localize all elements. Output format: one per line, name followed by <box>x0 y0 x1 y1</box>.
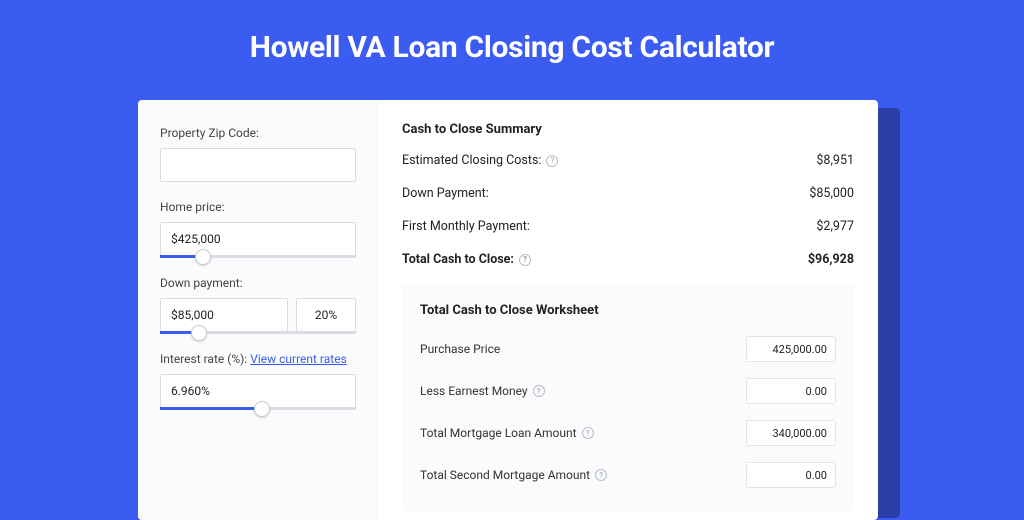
summary-total-label: Total Cash to Close: <box>402 252 514 267</box>
home-price-input[interactable] <box>160 222 356 256</box>
summary-row: Estimated Closing Costs: ? $8,951 <box>402 153 854 168</box>
summary-label: Down Payment: <box>402 186 489 201</box>
worksheet-row: Total Mortgage Loan Amount ? <box>420 420 836 446</box>
slider-thumb[interactable] <box>191 325 207 341</box>
down-payment-label: Down payment: <box>160 276 356 290</box>
page-title: Howell VA Loan Closing Cost Calculator <box>0 0 1024 89</box>
worksheet-row: Less Earnest Money ? <box>420 378 836 404</box>
interest-rate-label-text: Interest rate (%): <box>160 352 250 366</box>
summary-total-value: $96,928 <box>808 252 854 267</box>
down-payment-slider[interactable] <box>160 331 356 334</box>
summary-value: $8,951 <box>816 153 854 168</box>
worksheet-label: Less Earnest Money <box>420 384 528 398</box>
help-icon[interactable]: ? <box>595 469 607 481</box>
worksheet-row: Purchase Price <box>420 336 836 362</box>
down-payment-pct-input[interactable] <box>296 298 356 332</box>
worksheet-label: Total Mortgage Loan Amount <box>420 426 577 440</box>
summary-total-row: Total Cash to Close: ? $96,928 <box>402 252 854 267</box>
help-icon[interactable]: ? <box>582 427 594 439</box>
summary-value: $85,000 <box>809 186 854 201</box>
results-panel: Cash to Close Summary Estimated Closing … <box>378 100 878 520</box>
zip-input[interactable] <box>160 148 356 182</box>
worksheet-row: Total Second Mortgage Amount ? <box>420 462 836 488</box>
summary-row: Down Payment: $85,000 <box>402 186 854 201</box>
help-icon[interactable]: ? <box>546 155 558 167</box>
worksheet-title: Total Cash to Close Worksheet <box>420 303 836 318</box>
summary-label: First Monthly Payment: <box>402 219 530 234</box>
home-price-slider[interactable] <box>160 255 356 258</box>
help-icon[interactable]: ? <box>519 254 531 266</box>
slider-thumb[interactable] <box>195 249 211 265</box>
interest-rate-label: Interest rate (%): View current rates <box>160 352 356 366</box>
worksheet-value-input[interactable] <box>746 378 836 404</box>
down-payment-input[interactable] <box>160 298 288 332</box>
summary-value: $2,977 <box>816 219 854 234</box>
slider-fill <box>160 407 262 410</box>
field-down-payment: Down payment: <box>160 276 356 334</box>
interest-rate-slider[interactable] <box>160 407 356 410</box>
worksheet-panel: Total Cash to Close Worksheet Purchase P… <box>402 285 854 512</box>
field-interest-rate: Interest rate (%): View current rates <box>160 352 356 410</box>
worksheet-label: Total Second Mortgage Amount <box>420 468 590 482</box>
home-price-label: Home price: <box>160 200 356 214</box>
worksheet-label: Purchase Price <box>420 342 500 356</box>
view-rates-link[interactable]: View current rates <box>250 352 347 366</box>
summary-title: Cash to Close Summary <box>402 122 854 137</box>
summary-row: First Monthly Payment: $2,977 <box>402 219 854 234</box>
worksheet-value-input[interactable] <box>746 420 836 446</box>
inputs-panel: Property Zip Code: Home price: Down paym… <box>138 100 378 520</box>
slider-thumb[interactable] <box>254 401 270 417</box>
worksheet-value-input[interactable] <box>746 336 836 362</box>
worksheet-value-input[interactable] <box>746 462 836 488</box>
summary-label: Estimated Closing Costs: <box>402 153 541 168</box>
zip-label: Property Zip Code: <box>160 126 356 140</box>
calculator-card: Property Zip Code: Home price: Down paym… <box>138 100 878 520</box>
field-zip: Property Zip Code: <box>160 126 356 182</box>
help-icon[interactable]: ? <box>533 385 545 397</box>
field-home-price: Home price: <box>160 200 356 258</box>
